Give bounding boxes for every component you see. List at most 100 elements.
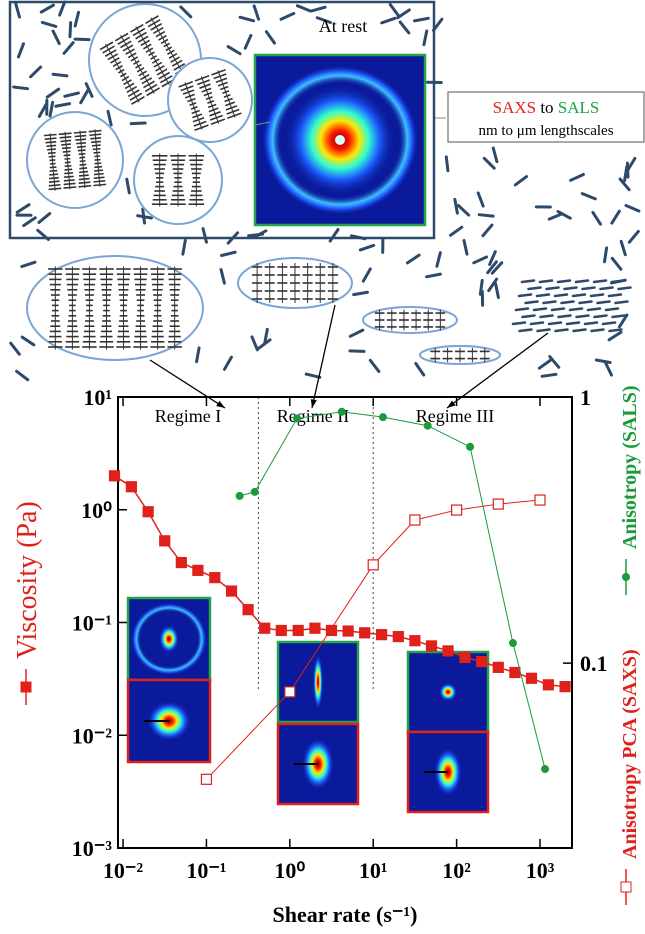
particle: [15, 203, 31, 214]
aligned-particle: [583, 321, 599, 326]
y-tick-label: 10¹: [83, 385, 112, 410]
platelet: [155, 30, 166, 38]
domain: [26, 111, 124, 209]
particle: [9, 341, 21, 356]
particle: [62, 41, 75, 55]
particle: [243, 33, 253, 50]
particle: [181, 238, 187, 256]
point: [375, 629, 388, 641]
point: [275, 624, 287, 637]
platelet: [129, 92, 143, 101]
platelet: [73, 131, 87, 134]
aligned-particle: [581, 286, 596, 291]
platelet: [49, 169, 58, 173]
aligned-particle: [590, 328, 605, 333]
legend-symbol: [20, 681, 32, 693]
domain-stack: [99, 15, 191, 105]
platelet: [199, 83, 211, 89]
point: [378, 413, 387, 422]
platelet: [64, 175, 74, 179]
platelet: [62, 146, 71, 150]
aligned-particle: [524, 300, 539, 305]
platelet: [143, 80, 155, 89]
platelet: [150, 23, 163, 31]
platelet: [133, 60, 140, 65]
particle: [607, 330, 623, 342]
point: [175, 556, 187, 569]
particle: [328, 227, 340, 243]
platelet: [79, 163, 87, 166]
particle: [51, 72, 69, 78]
platelet: [78, 181, 91, 184]
platelet: [49, 176, 59, 180]
platelet: [43, 133, 57, 137]
particle: [310, 5, 327, 13]
scatter-blob: [159, 625, 179, 653]
platelet: [79, 156, 86, 159]
platelet: [168, 53, 178, 59]
platelet: [155, 65, 165, 72]
platelet: [48, 155, 56, 158]
platelet: [222, 90, 230, 94]
aligned-particle: [547, 321, 563, 326]
x-axis-label: Shear rate (s⁻¹): [273, 902, 418, 927]
aligned-particle: [607, 293, 623, 298]
particle: [580, 192, 597, 201]
platelet: [63, 182, 76, 186]
aligned-particle: [542, 300, 557, 305]
x-tick-label: 10²: [442, 858, 471, 883]
particle: [220, 250, 237, 257]
platelet: [94, 165, 103, 169]
platelet: [79, 160, 86, 163]
particle: [222, 355, 233, 371]
particle: [481, 223, 494, 238]
pointer: [254, 121, 271, 126]
legend-label: Viscosity (Pa): [12, 501, 43, 659]
particle: [252, 4, 261, 21]
arrow: [311, 304, 336, 409]
rest-label: At rest: [319, 16, 368, 36]
platelet: [120, 40, 132, 49]
particle: [413, 16, 430, 23]
point: [108, 470, 121, 482]
particle: [219, 268, 226, 285]
platelet: [136, 67, 145, 73]
aligned-particle: [614, 300, 629, 305]
platelet: [64, 172, 74, 175]
platelet: [110, 57, 120, 64]
particle: [624, 204, 641, 213]
platelet: [120, 72, 127, 78]
aligned-particle: [596, 300, 611, 305]
particle: [491, 146, 499, 164]
point: [466, 442, 475, 451]
platelet: [49, 159, 56, 162]
platelet: [94, 169, 103, 172]
series-line: [114, 475, 566, 688]
aligned-particle: [557, 314, 572, 319]
platelet: [152, 26, 164, 35]
platelet: [79, 170, 88, 174]
aligned-particle: [553, 293, 569, 298]
point: [309, 622, 321, 634]
sals-label: SALS: [558, 98, 600, 117]
particle: [226, 45, 242, 56]
particle: [352, 290, 369, 297]
particle: [627, 229, 640, 244]
x-tick-label: 10⁻²: [103, 858, 144, 883]
particle: [556, 210, 572, 220]
particle: [257, 338, 272, 350]
platelet: [131, 95, 145, 105]
platelet: [210, 118, 226, 126]
platelet: [158, 71, 170, 80]
particle: [37, 102, 48, 118]
aligned-particle: [611, 314, 626, 319]
particle: [456, 203, 471, 217]
regime-label: Regime III: [416, 406, 494, 426]
particle: [264, 30, 277, 45]
y-tick-label: 10⁻¹: [72, 611, 112, 636]
aligned-particle: [604, 307, 620, 312]
particle: [618, 177, 631, 192]
aligned-particle: [536, 328, 551, 333]
aligned-particle: [538, 279, 554, 284]
